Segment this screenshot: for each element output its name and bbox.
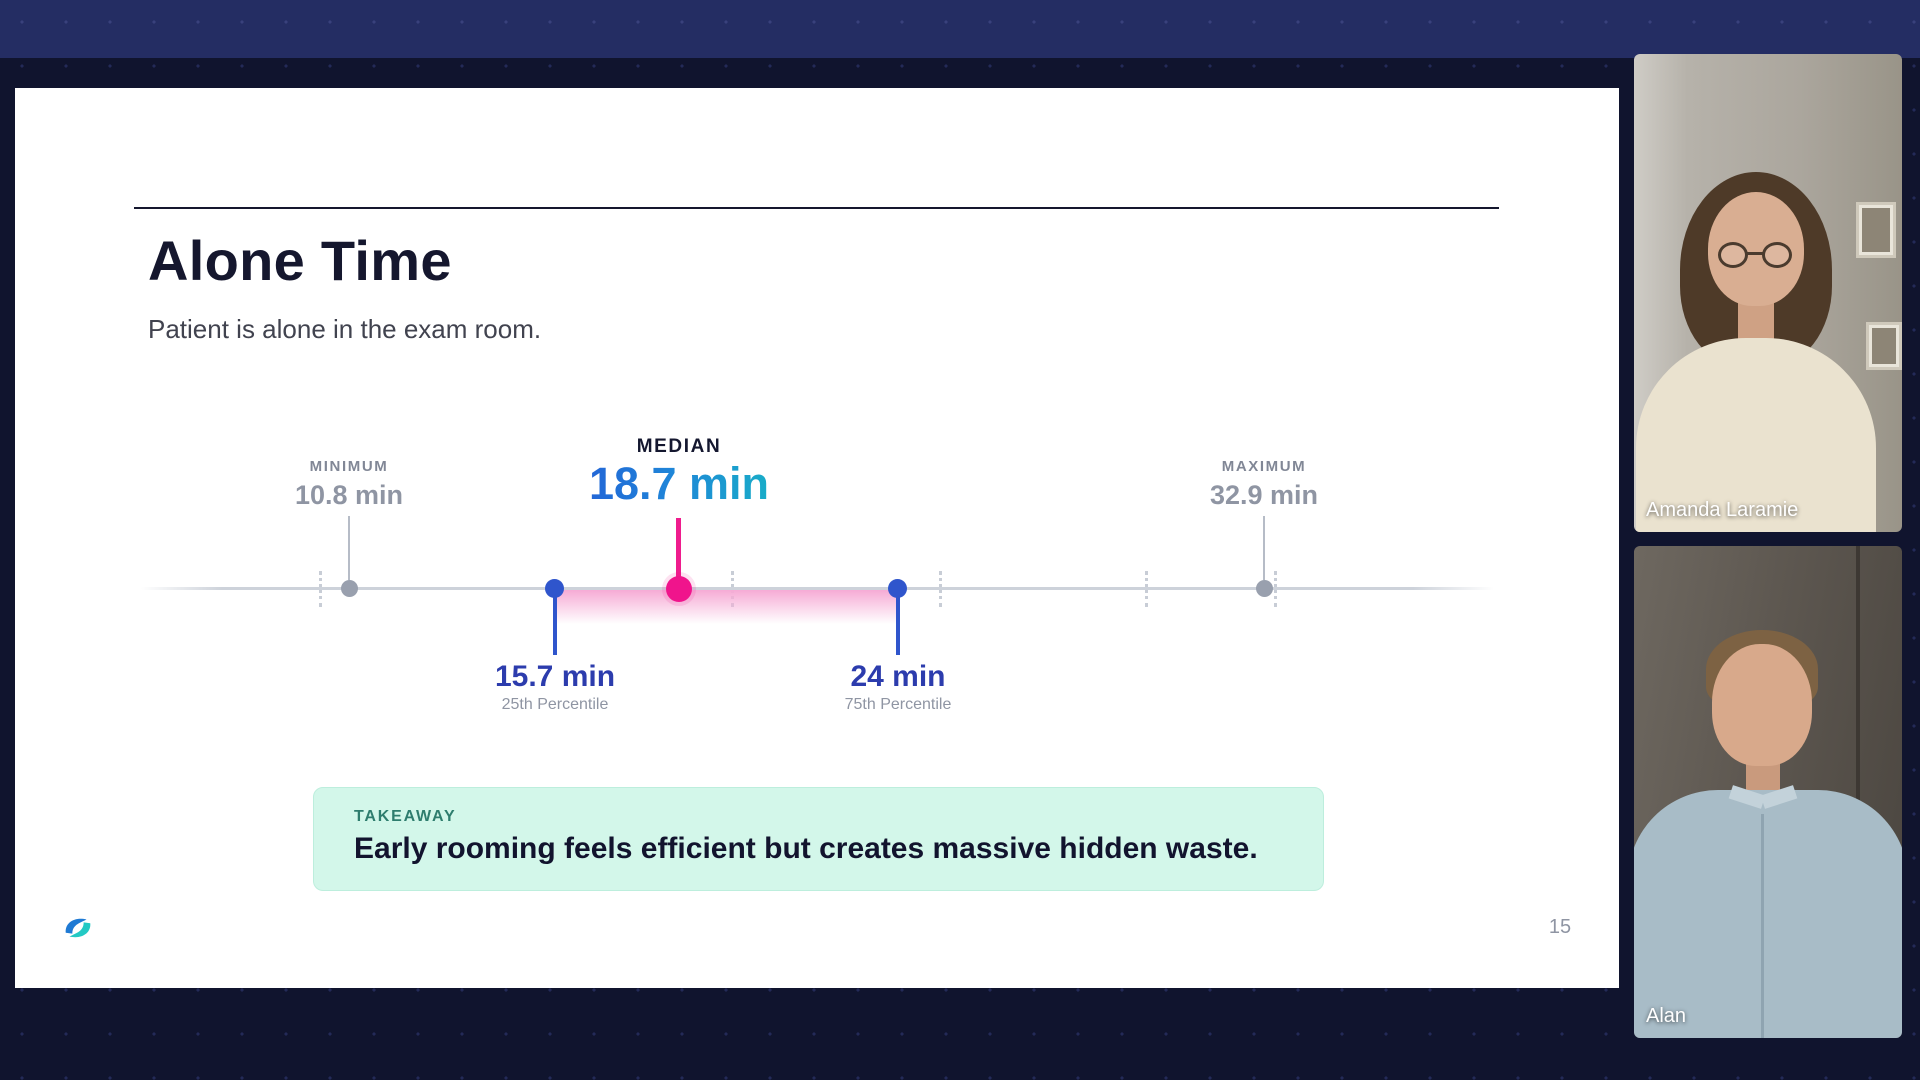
maximum-label: MAXIMUM [1221,458,1307,475]
slide-page-number: 15 [1548,916,1572,938]
maximum-value: 32.9 min [1209,480,1319,510]
title-divider [134,207,1499,209]
minimum-label: MINIMUM [309,458,389,475]
glasses-bridge [1746,252,1764,255]
p75-label: 75th Percentile [844,696,952,713]
maximum-stem [1263,516,1265,580]
participant-name: Amanda Laramie [1646,499,1799,521]
axis-tick [939,571,942,607]
presentation-slide: Alone Time Patient is alone in the exam … [15,88,1619,988]
glasses-icon [1718,242,1748,268]
median-label: MEDIAN [636,436,722,457]
slide-title: Alone Time [148,229,452,292]
participant-name: Alan [1646,1005,1687,1027]
minimum-dot [341,580,358,597]
p75-value: 24 min [850,660,946,693]
meeting-background-top-strip [0,0,1920,58]
p75-dot [888,579,907,598]
glasses-icon [1762,242,1792,268]
axis-tick [319,571,322,607]
takeaway-text: Early rooming feels efficient but create… [354,832,1258,865]
median-stem [676,518,681,578]
p25-label: 25th Percentile [501,696,609,713]
wall-picture-art [1872,328,1896,364]
p75-stem [896,593,900,655]
shirt-placket [1761,814,1764,1038]
person-shirt [1634,790,1902,1038]
background-door-edge [1856,546,1860,846]
participant-tile-amanda[interactable]: Amanda Laramie [1634,54,1902,532]
axis-tick [1274,571,1277,607]
participant-video-amanda [1634,54,1902,532]
maximum-dot [1256,580,1273,597]
median-value: 18.7 min [529,458,829,510]
takeaway-label: TAKEAWAY [354,808,457,825]
p25-value: 15.7 min [494,660,616,693]
participant-video-alan [1634,546,1902,1038]
axis-tick [1145,571,1148,607]
p25-stem [553,593,557,655]
iqr-shaded-region [555,590,898,624]
slide-subtitle: Patient is alone in the exam room. [148,314,542,344]
person-head [1712,644,1812,766]
person-sweater [1636,338,1876,532]
takeaway-box: TAKEAWAY Early rooming feels efficient b… [313,787,1324,891]
participant-tile-alan[interactable]: Alan [1634,546,1902,1038]
wall-picture-frame [1866,322,1902,370]
company-logo-icon [61,910,95,946]
timeline-axis [141,587,1494,590]
minimum-value: 10.8 min [294,480,404,510]
p25-dot [545,579,564,598]
wall-picture-frame [1856,202,1896,258]
wall-picture-art [1862,208,1890,252]
median-dot [666,576,692,602]
axis-tick [731,571,734,607]
minimum-stem [348,516,350,580]
